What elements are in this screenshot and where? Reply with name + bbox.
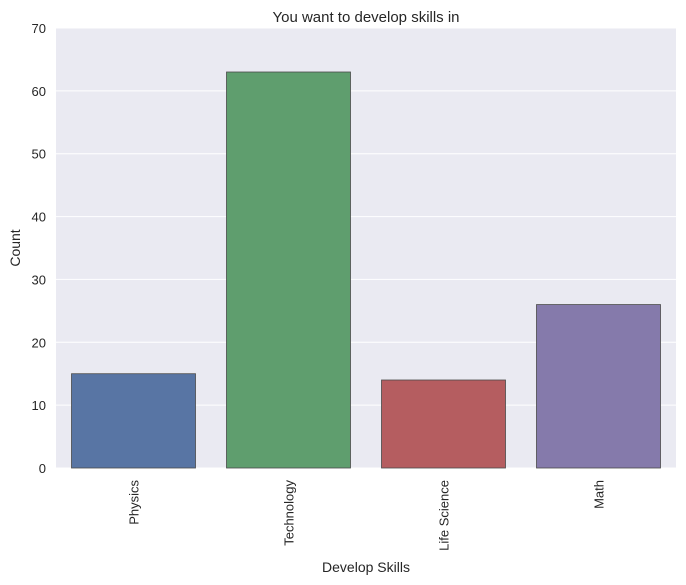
x-tick-label: Physics bbox=[127, 480, 142, 525]
x-tick-label: Math bbox=[592, 480, 607, 509]
y-tick-labels: 0 10 20 30 40 50 60 70 bbox=[32, 21, 46, 476]
y-tick-label: 60 bbox=[32, 84, 46, 99]
x-tick-label: Life Science bbox=[437, 480, 452, 551]
y-tick-label: 0 bbox=[39, 461, 46, 476]
y-tick-label: 50 bbox=[32, 147, 46, 162]
bars-group bbox=[71, 71, 661, 469]
y-tick-label: 10 bbox=[32, 398, 46, 413]
y-tick-label: 20 bbox=[32, 335, 46, 350]
bar-math bbox=[536, 304, 661, 469]
chart-title: You want to develop skills in bbox=[272, 9, 459, 26]
x-axis-label: Develop Skills bbox=[322, 559, 410, 575]
bar-physics bbox=[71, 373, 196, 469]
x-tick-label: Technology bbox=[282, 480, 297, 546]
y-tick-label: 70 bbox=[32, 21, 46, 36]
y-tick-label: 40 bbox=[32, 210, 46, 225]
y-tick-label: 30 bbox=[32, 272, 46, 287]
x-tick-labels: Physics Technology Life Science Math bbox=[127, 480, 607, 551]
bar-technology bbox=[226, 71, 351, 469]
bar-life-science bbox=[381, 379, 506, 469]
y-axis-label: Count bbox=[7, 229, 23, 266]
